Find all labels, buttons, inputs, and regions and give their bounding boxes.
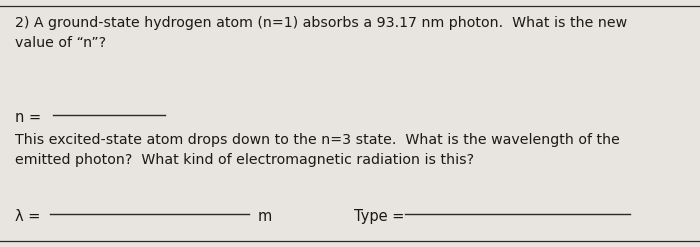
- Text: This excited-state atom drops down to the n=3 state.  What is the wavelength of : This excited-state atom drops down to th…: [15, 133, 620, 147]
- Text: value of “n”?: value of “n”?: [15, 36, 106, 50]
- Text: 2) A ground-state hydrogen atom (n=1) absorbs a 93.17 nm photon.  What is the ne: 2) A ground-state hydrogen atom (n=1) ab…: [15, 16, 627, 30]
- Text: emitted photon?  What kind of electromagnetic radiation is this?: emitted photon? What kind of electromagn…: [15, 153, 475, 167]
- Text: Type =: Type =: [354, 209, 409, 224]
- Text: λ =: λ =: [15, 209, 46, 224]
- Text: n =: n =: [15, 110, 46, 125]
- Text: m: m: [258, 209, 272, 224]
